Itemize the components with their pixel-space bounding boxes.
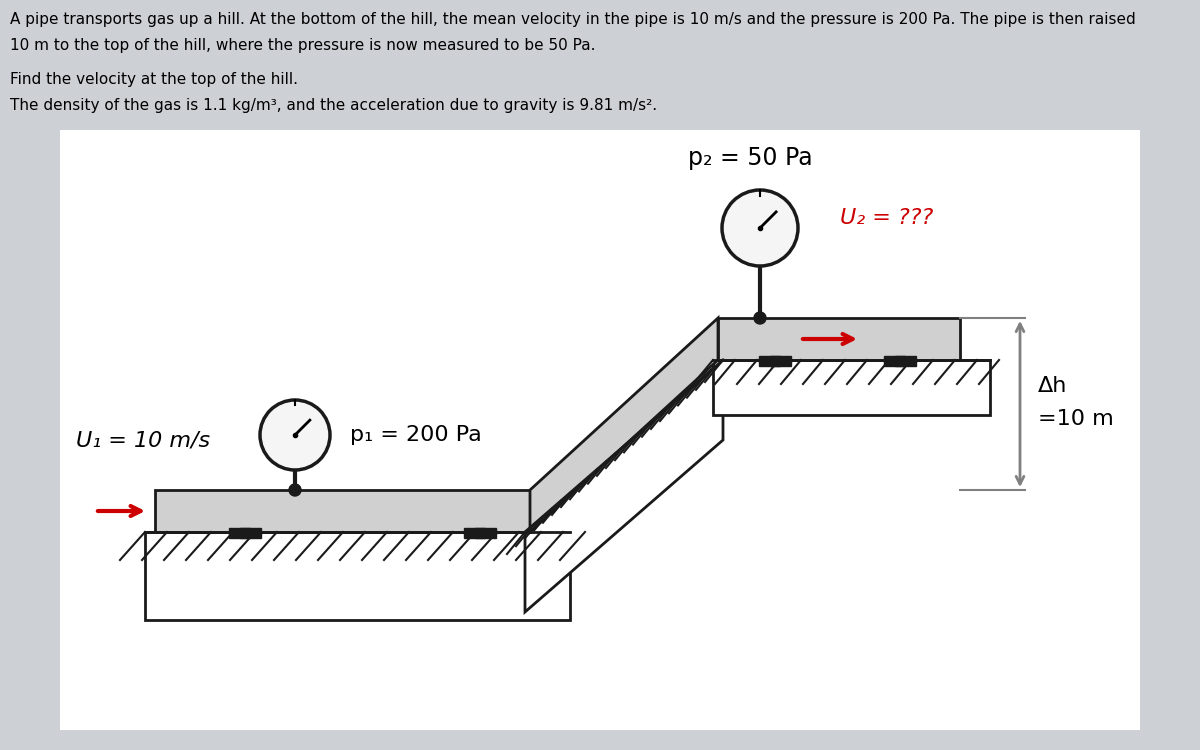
Circle shape <box>722 190 798 266</box>
Polygon shape <box>895 356 905 366</box>
Polygon shape <box>760 360 791 366</box>
Polygon shape <box>475 528 485 538</box>
Polygon shape <box>884 360 916 366</box>
Polygon shape <box>464 528 496 534</box>
Polygon shape <box>718 318 960 360</box>
Text: The density of the gas is 1.1 kg/m³, and the acceleration due to gravity is 9.81: The density of the gas is 1.1 kg/m³, and… <box>10 98 658 113</box>
Text: Find the velocity at the top of the hill.: Find the velocity at the top of the hill… <box>10 72 298 87</box>
Circle shape <box>754 312 766 324</box>
Text: =10 m: =10 m <box>1038 409 1114 429</box>
Circle shape <box>260 400 330 470</box>
Circle shape <box>289 484 301 496</box>
Polygon shape <box>530 318 718 532</box>
Text: U₂ = ???: U₂ = ??? <box>840 208 934 228</box>
Polygon shape <box>229 532 262 538</box>
Text: p₂ = 50 Pa: p₂ = 50 Pa <box>688 146 812 170</box>
Polygon shape <box>760 356 791 362</box>
Text: 10 m to the top of the hill, where the pressure is now measured to be 50 Pa.: 10 m to the top of the hill, where the p… <box>10 38 595 53</box>
Polygon shape <box>60 130 1140 730</box>
Polygon shape <box>240 528 250 538</box>
Text: U₁ = 10 m/s: U₁ = 10 m/s <box>76 430 210 450</box>
Polygon shape <box>464 532 496 538</box>
Polygon shape <box>770 356 780 366</box>
Polygon shape <box>713 360 990 415</box>
Text: p₁ = 200 Pa: p₁ = 200 Pa <box>350 425 481 445</box>
Text: Δh: Δh <box>1038 376 1067 396</box>
Polygon shape <box>145 532 570 620</box>
Polygon shape <box>884 356 916 362</box>
Polygon shape <box>155 490 530 532</box>
Polygon shape <box>526 360 722 612</box>
Text: A pipe transports gas up a hill. At the bottom of the hill, the mean velocity in: A pipe transports gas up a hill. At the … <box>10 12 1135 27</box>
Polygon shape <box>229 528 262 534</box>
